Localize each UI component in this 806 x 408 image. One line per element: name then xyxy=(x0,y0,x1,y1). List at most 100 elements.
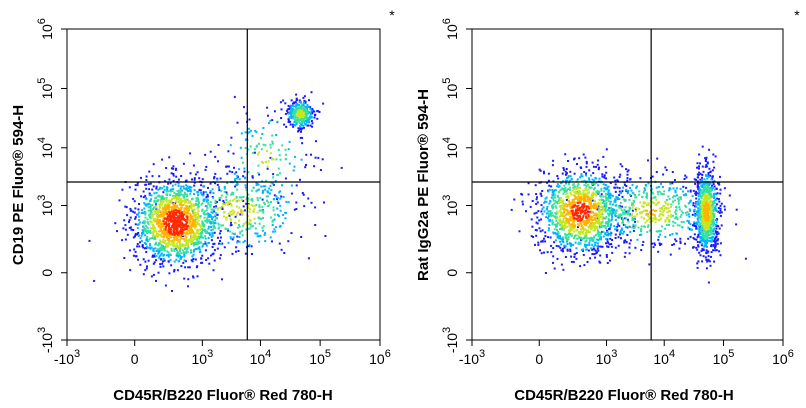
event-dot xyxy=(169,212,171,215)
event-dot xyxy=(589,239,591,242)
event-dot xyxy=(210,208,213,211)
event-dot xyxy=(605,196,608,199)
event-dot xyxy=(632,204,635,207)
event-dot xyxy=(588,241,591,244)
event-dot xyxy=(694,212,697,215)
event-dot xyxy=(579,198,582,201)
event-dot xyxy=(649,211,651,214)
event-dot xyxy=(268,122,270,125)
event-dot xyxy=(606,229,608,232)
event-dot xyxy=(213,210,216,213)
event-dot xyxy=(545,200,548,203)
event-dot xyxy=(590,186,593,189)
event-dot xyxy=(552,255,555,258)
event-dot xyxy=(536,216,539,219)
event-dot xyxy=(605,171,608,174)
event-dot xyxy=(704,210,706,213)
event-dot xyxy=(717,210,720,213)
event-dot xyxy=(639,177,642,180)
event-dot xyxy=(583,197,586,200)
event-dot xyxy=(155,212,158,215)
event-dot xyxy=(200,230,203,233)
event-dot xyxy=(161,262,164,265)
event-dot xyxy=(191,230,194,232)
event-dot xyxy=(547,229,550,232)
event-dot xyxy=(678,224,681,227)
event-dot xyxy=(714,219,717,221)
event-dot xyxy=(596,163,599,166)
event-dot xyxy=(214,219,217,222)
event-dot xyxy=(300,127,303,130)
event-dot xyxy=(723,187,726,190)
event-dot xyxy=(236,240,239,243)
event-dot xyxy=(585,192,588,195)
event-dot xyxy=(619,232,622,235)
event-dot xyxy=(136,243,139,245)
event-dot xyxy=(580,193,583,196)
event-dot xyxy=(559,236,562,239)
x-axis-ticks: -103 0 103 104 105 106 xyxy=(54,340,391,367)
event-dot xyxy=(254,227,257,230)
event-dot xyxy=(276,196,279,199)
event-dot xyxy=(611,194,614,197)
event-dot xyxy=(162,258,165,260)
event-dot xyxy=(710,212,712,215)
event-dot xyxy=(172,202,175,204)
event-dot xyxy=(162,201,165,204)
event-dot xyxy=(236,184,239,187)
event-dot xyxy=(724,208,726,211)
event-dot xyxy=(551,223,554,226)
event-dot xyxy=(535,211,538,214)
event-dot xyxy=(212,216,215,219)
event-dot xyxy=(695,205,698,208)
event-dot xyxy=(269,152,272,155)
event-dot xyxy=(600,236,603,239)
event-dot xyxy=(671,182,674,185)
event-dot xyxy=(600,226,602,228)
event-dot xyxy=(174,244,177,247)
event-dot xyxy=(234,185,237,188)
event-dot xyxy=(294,101,297,104)
event-dot xyxy=(182,237,185,240)
event-dot xyxy=(572,260,575,263)
event-dot xyxy=(160,203,163,206)
event-dot xyxy=(707,175,710,178)
event-dot xyxy=(186,208,189,211)
event-dot xyxy=(192,275,194,278)
event-dot xyxy=(225,165,228,168)
event-dot xyxy=(255,184,258,187)
event-dot xyxy=(161,158,164,161)
event-dot xyxy=(184,220,187,223)
event-dot xyxy=(550,211,553,214)
event-dot xyxy=(138,203,140,205)
event-dot xyxy=(590,215,592,218)
event-dot xyxy=(578,157,581,160)
event-dot xyxy=(178,234,181,237)
event-dot xyxy=(208,219,211,222)
event-dot xyxy=(218,226,220,229)
event-dot xyxy=(163,185,166,188)
event-dot xyxy=(173,191,176,194)
event-dot xyxy=(699,201,702,204)
event-dot xyxy=(564,235,567,238)
event-dot xyxy=(304,115,307,118)
event-dot xyxy=(634,246,637,249)
event-dot xyxy=(234,215,237,218)
event-dot xyxy=(307,110,310,113)
event-dot xyxy=(567,221,570,223)
event-dot xyxy=(583,236,586,239)
event-dot xyxy=(695,202,698,205)
event-dot xyxy=(705,219,708,222)
event-dot xyxy=(219,236,222,239)
event-dot xyxy=(213,231,216,234)
event-dot xyxy=(688,228,691,231)
event-dot xyxy=(709,174,712,177)
event-dot xyxy=(711,222,714,225)
event-dot xyxy=(195,237,198,239)
event-dot xyxy=(173,260,176,263)
event-dot xyxy=(251,200,254,203)
event-dot xyxy=(704,241,706,244)
event-dot xyxy=(699,162,701,165)
event-dot xyxy=(655,209,658,212)
event-dot xyxy=(262,225,265,228)
